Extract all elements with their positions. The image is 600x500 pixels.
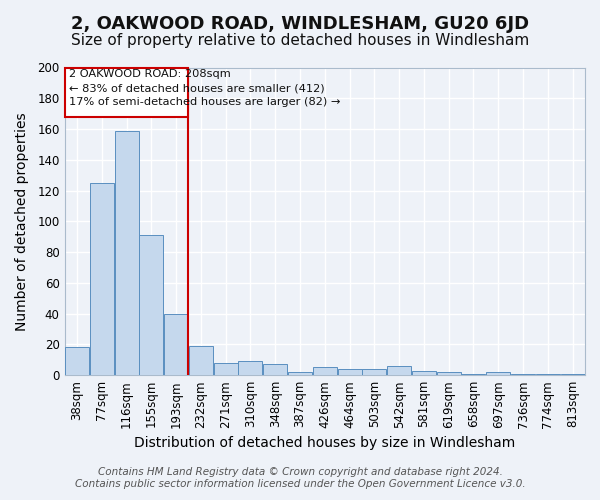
Bar xyxy=(164,314,188,375)
Bar xyxy=(90,183,114,375)
Bar xyxy=(189,346,213,375)
Bar xyxy=(288,372,312,375)
Text: Size of property relative to detached houses in Windlesham: Size of property relative to detached ho… xyxy=(71,32,529,48)
Bar xyxy=(536,374,560,375)
Bar xyxy=(214,363,238,375)
Bar xyxy=(437,372,461,375)
Bar xyxy=(65,348,89,375)
Bar xyxy=(387,366,411,375)
FancyBboxPatch shape xyxy=(65,68,188,116)
Bar xyxy=(238,362,262,375)
Bar xyxy=(362,369,386,375)
Bar xyxy=(511,374,535,375)
Bar xyxy=(263,364,287,375)
Y-axis label: Number of detached properties: Number of detached properties xyxy=(15,112,29,330)
Bar xyxy=(139,235,163,375)
X-axis label: Distribution of detached houses by size in Windlesham: Distribution of detached houses by size … xyxy=(134,436,515,450)
Bar xyxy=(338,369,362,375)
Text: Contains HM Land Registry data © Crown copyright and database right 2024.
Contai: Contains HM Land Registry data © Crown c… xyxy=(74,468,526,489)
Bar xyxy=(461,374,485,375)
Bar xyxy=(560,374,584,375)
Bar xyxy=(313,368,337,375)
Text: 2, OAKWOOD ROAD, WINDLESHAM, GU20 6JD: 2, OAKWOOD ROAD, WINDLESHAM, GU20 6JD xyxy=(71,15,529,33)
Bar xyxy=(486,372,510,375)
Bar xyxy=(115,130,139,375)
Text: 2 OAKWOOD ROAD: 208sqm
← 83% of detached houses are smaller (412)
17% of semi-de: 2 OAKWOOD ROAD: 208sqm ← 83% of detached… xyxy=(69,69,340,107)
Bar xyxy=(412,370,436,375)
